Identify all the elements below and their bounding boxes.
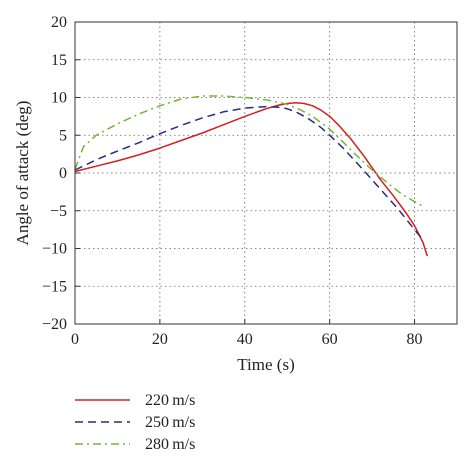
series-lines [74, 95, 429, 257]
x-tick-label: 40 [237, 331, 253, 348]
y-tick-labels: 20 15 10 5 0 −5 −10 −15 −20 [42, 14, 67, 333]
x-tick-label: 80 [407, 331, 423, 348]
x-tick-labels: 0 20 40 60 80 [71, 331, 423, 348]
series-line [74, 95, 424, 207]
y-tick-label: 20 [51, 14, 67, 31]
series-line [74, 102, 429, 257]
y-tick-label: −20 [42, 316, 67, 333]
y-tick-label: −10 [42, 241, 67, 258]
x-tick-label: 0 [71, 331, 79, 348]
y-tick-label: 10 [51, 90, 67, 107]
y-tick-label: −5 [50, 203, 67, 220]
series-line [74, 105, 424, 240]
grid [75, 22, 457, 324]
ticks [74, 21, 416, 325]
legend: 220 m/s 250 m/s 280 m/s [75, 392, 195, 453]
y-tick-label: 5 [59, 127, 67, 144]
y-tick-label: 15 [51, 52, 67, 69]
y-tick-label: −15 [42, 278, 67, 295]
x-tick-label: 20 [152, 331, 168, 348]
x-axis-title: Time (s) [237, 355, 294, 374]
legend-label: 280 m/s [145, 436, 195, 453]
y-axis-title: Angle of attack (deg) [13, 101, 32, 246]
legend-label: 250 m/s [145, 414, 195, 431]
x-tick-label: 60 [322, 331, 338, 348]
y-tick-label: 0 [59, 165, 67, 182]
legend-label: 220 m/s [145, 392, 195, 409]
